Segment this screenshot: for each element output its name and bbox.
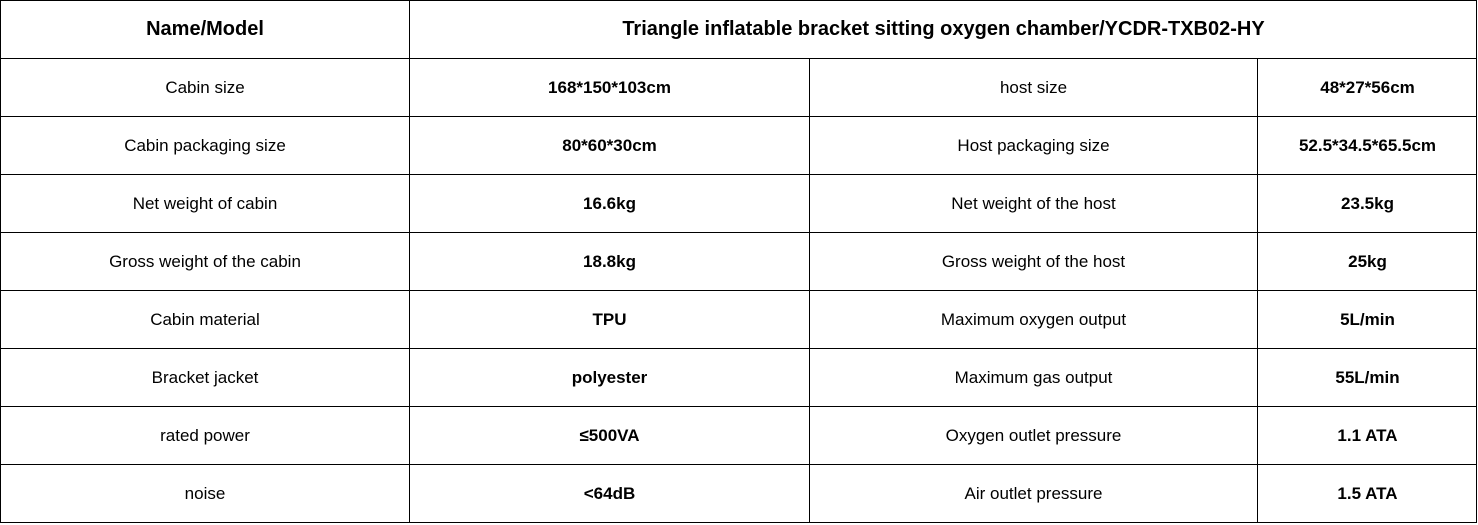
- spec-label: Bracket jacket: [0, 348, 409, 406]
- spec-value: 25kg: [1257, 232, 1477, 290]
- spec-label: Host packaging size: [809, 116, 1257, 174]
- spec-value: 1.5 ATA: [1257, 464, 1477, 522]
- spec-label: host size: [809, 58, 1257, 116]
- header-label: Name/Model: [0, 0, 409, 58]
- spec-value: 55L/min: [1257, 348, 1477, 406]
- spec-label: Cabin packaging size: [0, 116, 409, 174]
- spec-label: rated power: [0, 406, 409, 464]
- spec-label: Cabin material: [0, 290, 409, 348]
- spec-value: 168*150*103cm: [409, 58, 809, 116]
- spec-value: 18.8kg: [409, 232, 809, 290]
- spec-label: Cabin size: [0, 58, 409, 116]
- spec-value: TPU: [409, 290, 809, 348]
- spec-value: ≤500VA: [409, 406, 809, 464]
- header-value: Triangle inflatable bracket sitting oxyg…: [409, 0, 1477, 58]
- spec-value: 48*27*56cm: [1257, 58, 1477, 116]
- spec-value: 1.1 ATA: [1257, 406, 1477, 464]
- spec-value: 80*60*30cm: [409, 116, 809, 174]
- spec-value: 16.6kg: [409, 174, 809, 232]
- spec-label: Net weight of cabin: [0, 174, 409, 232]
- spec-value: 52.5*34.5*65.5cm: [1257, 116, 1477, 174]
- spec-value: polyester: [409, 348, 809, 406]
- spec-label: Gross weight of the cabin: [0, 232, 409, 290]
- spec-label: Oxygen outlet pressure: [809, 406, 1257, 464]
- spec-value: 23.5kg: [1257, 174, 1477, 232]
- spec-label: Maximum oxygen output: [809, 290, 1257, 348]
- spec-label: Air outlet pressure: [809, 464, 1257, 522]
- spec-value: 5L/min: [1257, 290, 1477, 348]
- spec-value: <64dB: [409, 464, 809, 522]
- spec-label: Maximum gas output: [809, 348, 1257, 406]
- spec-label: Gross weight of the host: [809, 232, 1257, 290]
- spec-label: Net weight of the host: [809, 174, 1257, 232]
- spec-label: noise: [0, 464, 409, 522]
